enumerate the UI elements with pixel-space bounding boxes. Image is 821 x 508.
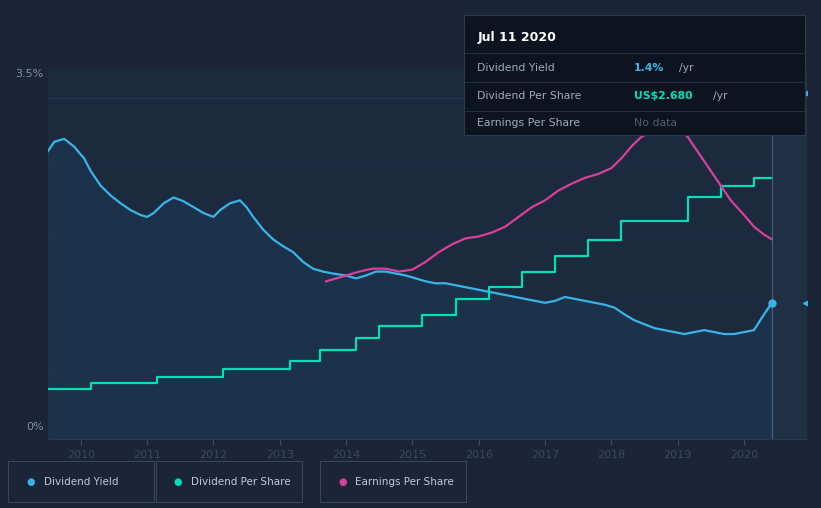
Text: Dividend Yield: Dividend Yield <box>44 477 118 487</box>
Text: /yr: /yr <box>678 63 693 73</box>
Text: /yr: /yr <box>713 91 727 102</box>
Text: 1.4%: 1.4% <box>635 63 664 73</box>
Text: Dividend Per Share: Dividend Per Share <box>478 91 582 102</box>
Text: US$2.680: US$2.680 <box>635 91 693 102</box>
Text: Jul 11 2020: Jul 11 2020 <box>478 31 557 44</box>
Text: Earnings Per Share: Earnings Per Share <box>478 118 580 128</box>
Text: Past: Past <box>775 86 797 96</box>
Text: ●: ● <box>26 477 34 487</box>
Text: ●: ● <box>338 477 346 487</box>
Text: Dividend Per Share: Dividend Per Share <box>191 477 291 487</box>
Text: 0%: 0% <box>26 422 44 432</box>
Text: No data: No data <box>635 118 677 128</box>
Text: Dividend Yield: Dividend Yield <box>478 63 555 73</box>
Text: ●: ● <box>174 477 182 487</box>
Bar <box>772 69 807 439</box>
Text: Earnings Per Share: Earnings Per Share <box>355 477 454 487</box>
Text: 3.5%: 3.5% <box>16 69 44 79</box>
